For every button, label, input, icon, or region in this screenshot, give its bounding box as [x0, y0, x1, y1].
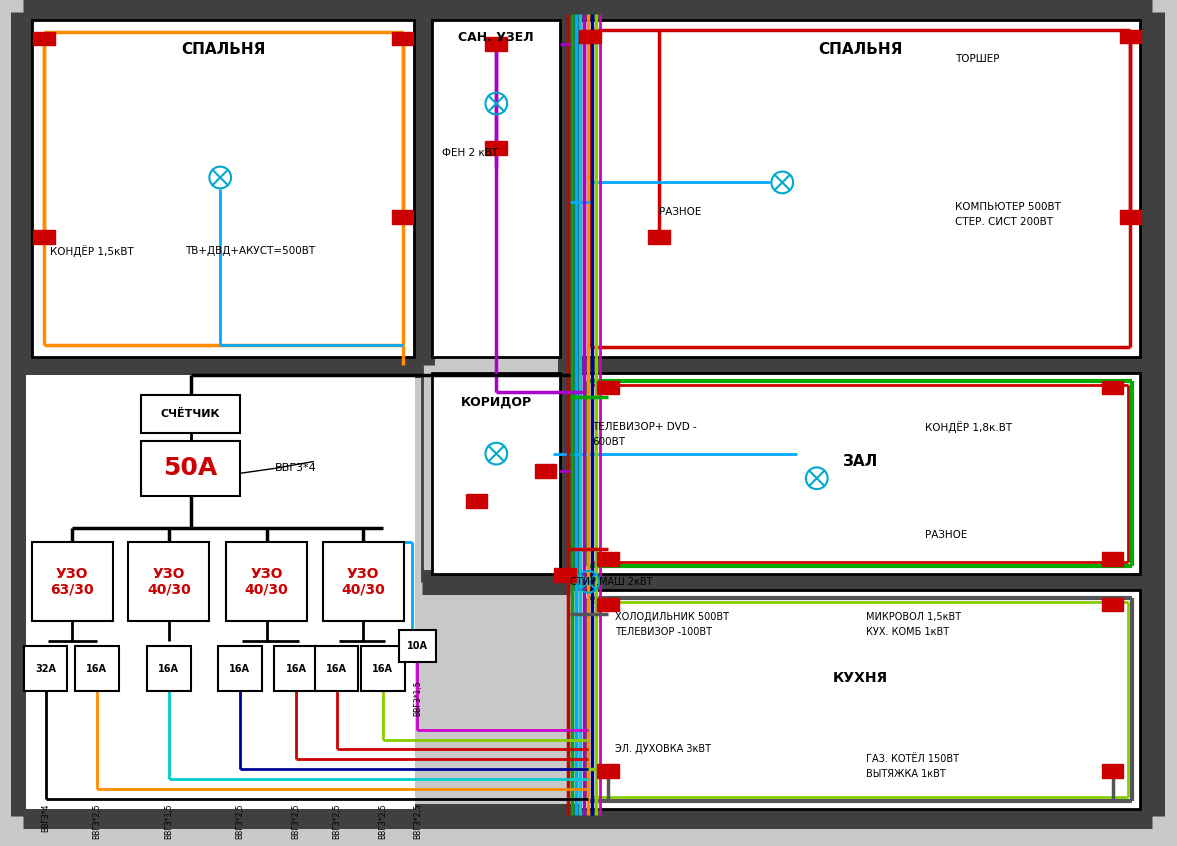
Bar [466, 494, 487, 508]
Bar [432, 373, 560, 574]
Bar [26, 375, 415, 809]
Bar [75, 646, 119, 691]
Bar [32, 19, 414, 357]
Bar [322, 542, 404, 621]
Bar [485, 141, 507, 155]
Bar [1119, 210, 1142, 224]
Bar [141, 395, 240, 433]
Text: ТЕЛЕВИЗОР -100ВТ: ТЕЛЕВИЗОР -100ВТ [614, 627, 712, 637]
Bar [392, 210, 413, 224]
Text: 16А: 16А [372, 663, 393, 673]
Bar [128, 542, 210, 621]
Text: 32А: 32А [35, 663, 56, 673]
Text: 16А: 16А [159, 663, 179, 673]
Bar [32, 542, 113, 621]
Text: КОМПЬЮТЕР 500ВТ: КОМПЬЮТЕР 500ВТ [955, 202, 1060, 212]
Text: ВВГ3*2,5: ВВГ3*2,5 [378, 804, 387, 839]
Text: ТЕЛЕВИЗОР+ DVD -: ТЕЛЕВИЗОР+ DVD - [592, 422, 697, 432]
Bar [147, 646, 191, 691]
Bar [649, 230, 670, 244]
Text: 16А: 16А [230, 663, 251, 673]
Bar [24, 646, 67, 691]
Text: ЗАЛ: ЗАЛ [843, 454, 878, 469]
Text: ВВГ3*2,5: ВВГ3*2,5 [332, 804, 341, 839]
Text: ГАЗ. КОТЁЛ 150ВТ: ГАЗ. КОТЁЛ 150ВТ [866, 755, 959, 764]
Text: КОНДЁР 1,5кВТ: КОНДЁР 1,5кВТ [49, 245, 133, 257]
Bar [580, 373, 1141, 574]
Text: САН. УЗЕЛ: САН. УЗЕЛ [459, 31, 534, 44]
Text: ВВГ3*4: ВВГ3*4 [41, 804, 51, 832]
Bar [597, 552, 619, 566]
Bar [432, 19, 560, 357]
Bar [597, 764, 619, 778]
Text: КУХ. КОМБ 1кВТ: КУХ. КОМБ 1кВТ [866, 627, 949, 637]
Text: ФЕН 2 кВТ: ФЕН 2 кВТ [443, 148, 498, 158]
Bar [33, 31, 54, 46]
Text: 16А: 16А [326, 663, 347, 673]
Text: УЗО
40/30: УЗО 40/30 [147, 567, 191, 597]
Bar [579, 30, 600, 43]
Bar [33, 230, 54, 244]
Text: ВВГ3*1,5: ВВГ3*1,5 [165, 804, 173, 839]
Text: ХОЛОДИЛЬНИК 500ВТ: ХОЛОДИЛЬНИК 500ВТ [614, 613, 729, 623]
Text: 10А: 10А [407, 641, 428, 651]
Text: ТВ+ДВД+АКУСТ=500ВТ: ТВ+ДВД+АКУСТ=500ВТ [185, 246, 314, 256]
Text: СПАЛЬНЯ: СПАЛЬНЯ [181, 41, 265, 57]
Bar [1102, 764, 1124, 778]
Text: ВВГ3*1,5: ВВГ3*1,5 [413, 680, 421, 716]
Bar [1102, 381, 1124, 394]
Text: РАЗНОЕ: РАЗНОЕ [925, 530, 967, 541]
Bar [1102, 597, 1124, 612]
Text: КУХНЯ: КУХНЯ [832, 672, 887, 685]
Bar [580, 590, 1141, 809]
Bar [597, 381, 619, 394]
Text: УЗО
40/30: УЗО 40/30 [341, 567, 385, 597]
Text: СТИР.МАШ 2кВТ: СТИР.МАШ 2кВТ [571, 577, 653, 587]
Text: 600ВТ: 600ВТ [592, 437, 625, 447]
Text: КОРИДОР: КОРИДОР [460, 396, 532, 409]
Text: СПАЛЬНЯ: СПАЛЬНЯ [818, 41, 903, 57]
Text: СТЕР. СИСТ 200ВТ: СТЕР. СИСТ 200ВТ [955, 217, 1053, 227]
Text: 16А: 16А [286, 663, 307, 673]
Text: ВЫТЯЖКА 1кВТ: ВЫТЯЖКА 1кВТ [866, 769, 946, 779]
Text: 50А: 50А [164, 456, 218, 481]
Bar [361, 646, 405, 691]
Bar [580, 19, 1141, 357]
Text: УЗО
63/30: УЗО 63/30 [51, 567, 94, 597]
Bar [1119, 30, 1142, 43]
Text: УЗО
40/30: УЗО 40/30 [245, 567, 288, 597]
Bar [534, 464, 557, 478]
Bar [1102, 552, 1124, 566]
Bar [399, 630, 437, 662]
Bar [485, 37, 507, 52]
Text: РАЗНОЕ: РАЗНОЕ [659, 207, 701, 217]
Bar [315, 646, 358, 691]
Text: ТОРШЕР: ТОРШЕР [955, 54, 999, 64]
Text: ВВГ3*2,5: ВВГ3*2,5 [413, 804, 421, 839]
Bar [274, 646, 318, 691]
Text: ВВГ3*2,5: ВВГ3*2,5 [235, 804, 245, 839]
Bar [554, 568, 577, 582]
Bar [141, 442, 240, 496]
Text: ВВГ3*2,5: ВВГ3*2,5 [93, 804, 101, 839]
Bar [218, 646, 261, 691]
Bar [392, 31, 413, 46]
Bar [226, 542, 307, 621]
Text: 16А: 16А [86, 663, 107, 673]
Text: МИКРОВОЛ 1,5кВТ: МИКРОВОЛ 1,5кВТ [866, 613, 962, 623]
Text: ВВГ3*4: ВВГ3*4 [274, 464, 317, 474]
Text: СЧЁТЧИК: СЧЁТЧИК [161, 409, 220, 420]
Text: ВВГ3*2,5: ВВГ3*2,5 [292, 804, 300, 839]
Text: ЭЛ. ДУХОВКА 3кВТ: ЭЛ. ДУХОВКА 3кВТ [614, 744, 711, 755]
Bar [597, 597, 619, 612]
Text: КОНДЁР 1,8к.ВТ: КОНДЁР 1,8к.ВТ [925, 421, 1012, 433]
